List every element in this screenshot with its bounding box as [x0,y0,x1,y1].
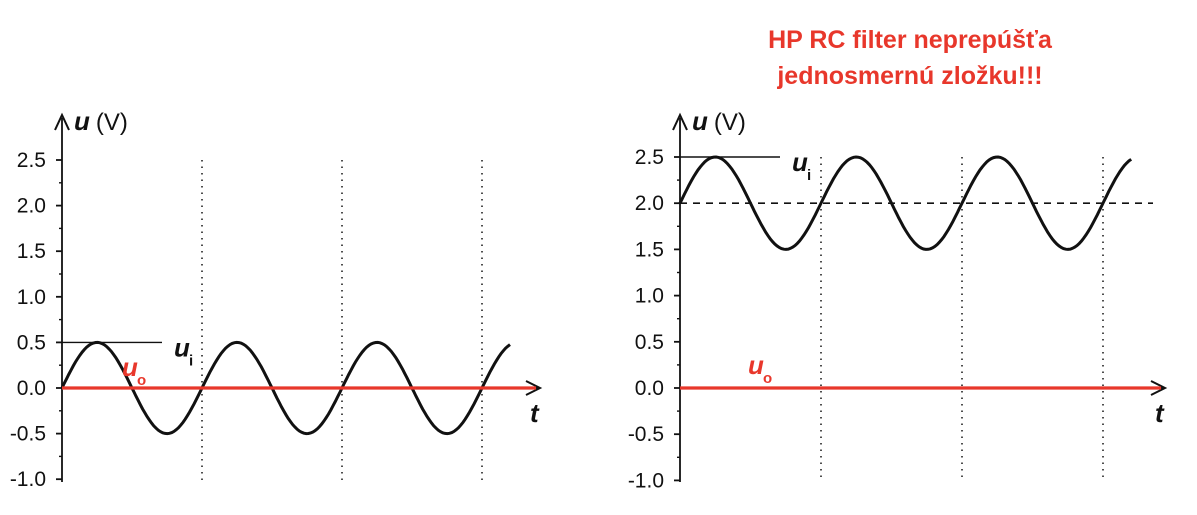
y-tick-label: 2.5 [635,146,664,169]
series-ui-subscript: i [189,352,193,369]
y-tick-label: 0.0 [17,377,46,400]
y-tick-label: 0.0 [635,377,664,400]
y-tick-label: 2.0 [635,192,664,215]
series-uo-label: u [748,350,764,380]
y-axis-symbol: u [74,106,90,136]
y-tick-label: 0.5 [635,331,664,354]
y-tick-label: -0.5 [628,423,664,446]
series-uo-subscript: o [763,370,772,387]
y-tick-label: 1.5 [635,238,664,261]
annotation-text: HP RC filter neprepúšťa jednosmernú zlož… [700,22,1120,94]
series-ui-curve [60,340,511,436]
chart-2: 2.52.01.51.00.50.0-0.5-1.0tu (V)u iu o [628,106,1168,492]
y-axis-symbol: u [692,106,708,136]
annotation-line-1: HP RC filter neprepúšťa [768,26,1052,54]
x-axis-arrow [525,380,543,396]
y-axis-label: u (V) [692,106,746,136]
x-axis-label: t [1155,398,1165,428]
annotation-line-2: jednosmernú zložku!!! [777,62,1043,90]
series-ui-label: u [174,332,190,362]
series-ui-curve [678,155,1133,251]
series-uo-label: u [122,352,138,382]
x-axis-arrow [1150,380,1168,396]
y-axis-arrow [672,112,688,131]
y-tick-label: 2.5 [17,149,46,172]
y-axis-label: u (V) [74,106,128,136]
series-ui-label: u [792,147,808,177]
y-axis-unit: (V) [96,109,128,136]
series-ui-subscript: i [807,167,811,184]
y-tick-label: 0.5 [17,331,46,354]
series-uo-subscript: o [137,372,146,389]
y-tick-label: 2.0 [17,195,46,218]
y-axis-arrow [54,112,70,131]
y-axis-unit: (V) [714,109,746,136]
y-tick-label: -1.0 [628,469,664,492]
y-tick-label: -0.5 [10,423,46,446]
y-tick-label: 1.0 [17,286,46,309]
x-axis-label: t [530,398,540,428]
y-tick-label: -1.0 [10,468,46,491]
chart-1: 2.52.01.51.00.50.0-0.5-1.0tu (V)u iu o [10,106,543,491]
y-tick-label: 1.5 [17,240,46,263]
y-tick-label: 1.0 [635,285,664,308]
